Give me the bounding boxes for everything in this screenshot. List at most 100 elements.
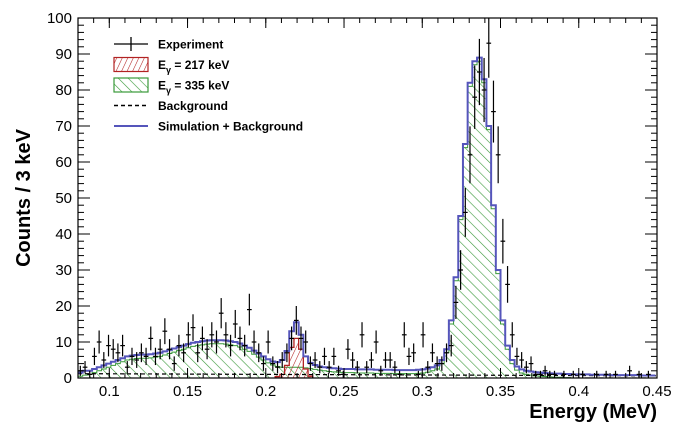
- experiment-point: [171, 356, 177, 371]
- experiment-point: [190, 314, 196, 341]
- experiment-point: [303, 330, 309, 354]
- legend-swatch-green: [113, 77, 149, 93]
- experiment-point: [308, 356, 313, 371]
- experiment-point: [110, 339, 116, 360]
- experiment-point: [247, 293, 252, 326]
- x-tick-label: 0.2: [255, 383, 276, 400]
- experiment-point: [279, 352, 285, 368]
- y-tick-label: 20: [55, 298, 72, 315]
- experiment-point: [411, 343, 417, 363]
- experiment-point: [472, 65, 478, 129]
- experiment-point: [444, 343, 449, 363]
- experiment-point: [392, 361, 398, 374]
- experiment-point: [603, 370, 609, 378]
- experiment-point: [636, 370, 642, 378]
- experiment-point: [87, 370, 93, 378]
- experiment-point: [289, 326, 294, 351]
- experiment-point: [275, 361, 280, 374]
- y-axis-title: Counts / 3 keV: [13, 128, 35, 266]
- experiment-point: [261, 356, 266, 371]
- experiment-point: [345, 339, 351, 360]
- legend-item-sim: Simulation + Background: [114, 120, 303, 134]
- legend-label: Eγ = 217 keV: [158, 58, 229, 75]
- experiment-point: [354, 361, 360, 374]
- experiment-point: [613, 370, 618, 378]
- y-tick-label: 100: [47, 10, 72, 27]
- legend-label: Experiment: [158, 38, 223, 52]
- experiment-point: [397, 370, 402, 378]
- experiment-point: [430, 343, 435, 363]
- experiment-point: [228, 334, 233, 357]
- experiment-point: [331, 347, 337, 366]
- experiment-point: [350, 352, 355, 368]
- experiment-point: [92, 347, 97, 366]
- experiment-point: [293, 306, 299, 335]
- experiment-point: [500, 218, 506, 264]
- experiment-point: [106, 334, 111, 357]
- legend-label: Eγ = 335 keV: [158, 79, 229, 96]
- experiment-point: [336, 365, 341, 376]
- experiment-point: [124, 361, 130, 374]
- x-tick-label: 0.15: [173, 383, 202, 400]
- experiment-point: [552, 370, 557, 378]
- experiment-point: [129, 347, 135, 366]
- y-tick-label: 40: [55, 226, 72, 243]
- experiment-point: [148, 326, 154, 351]
- legend-item-background: Background: [114, 99, 228, 113]
- experiment-point: [519, 352, 524, 368]
- axis-ticks: 0.1 0.15 0.2 0.25 0.3 0.35 0.4 0.45 0 10 20 30 40 50 6…: [47, 10, 672, 400]
- y-tick-label: 70: [55, 118, 72, 135]
- experiment-point: [646, 370, 651, 378]
- experiment-point: [495, 126, 501, 184]
- experiment-point: [378, 365, 384, 376]
- legend-swatch-red: [113, 56, 149, 73]
- experiment-point: [462, 187, 468, 237]
- legend-item-e335: Eγ = 335 keV: [113, 77, 229, 96]
- experiment-point: [406, 347, 412, 366]
- experiment-point: [425, 361, 431, 374]
- experiment-point: [265, 330, 271, 354]
- experiment-point: [134, 352, 140, 368]
- experiment-point: [298, 326, 304, 351]
- experiment-point: [439, 356, 445, 371]
- experiment-point: [181, 343, 186, 363]
- experiment-point: [528, 356, 534, 371]
- experiment-point: [232, 309, 238, 339]
- experiment-point: [467, 126, 473, 184]
- experiment-point: [509, 322, 515, 348]
- series-background-line: [78, 373, 657, 377]
- y-tick-label: 80: [55, 82, 72, 99]
- x-tick-label: 0.1: [99, 383, 120, 400]
- experiment-point: [373, 330, 379, 354]
- experiment-point: [547, 370, 553, 378]
- experiment-point: [514, 347, 520, 366]
- experiment-point: [477, 38, 482, 106]
- experiment-point: [223, 322, 229, 348]
- experiment-point: [481, 57, 487, 123]
- experiment-point: [364, 361, 370, 374]
- experiment-point: [214, 330, 219, 354]
- experiment-point: [542, 365, 548, 376]
- y-tick-label: 30: [55, 262, 72, 279]
- experiment-point: [561, 370, 567, 378]
- experiment-point: [96, 330, 102, 354]
- experiment-point: [340, 370, 346, 378]
- experiment-point: [359, 322, 365, 348]
- experiment-point: [251, 330, 257, 354]
- experiment-point: [153, 347, 158, 366]
- x-tick-label: 0.25: [329, 383, 358, 400]
- experiment-point: [204, 339, 210, 360]
- experiment-point: [448, 334, 454, 357]
- legend: Experiment Eγ = 217 keV Eγ = 335 keV Backgr…: [113, 37, 303, 134]
- x-axis-title: Energy (MeV): [529, 401, 657, 423]
- experiment-point: [237, 326, 243, 351]
- experiment-point: [256, 343, 262, 363]
- y-tick-label: 10: [55, 334, 72, 351]
- experiment-point: [101, 352, 107, 368]
- experiment-point: [162, 318, 168, 345]
- experiment-point: [195, 343, 201, 363]
- experiment-point: [242, 334, 248, 357]
- experiment-point: [218, 298, 224, 329]
- experiment-point: [505, 266, 510, 303]
- experiment-point: [486, 18, 492, 78]
